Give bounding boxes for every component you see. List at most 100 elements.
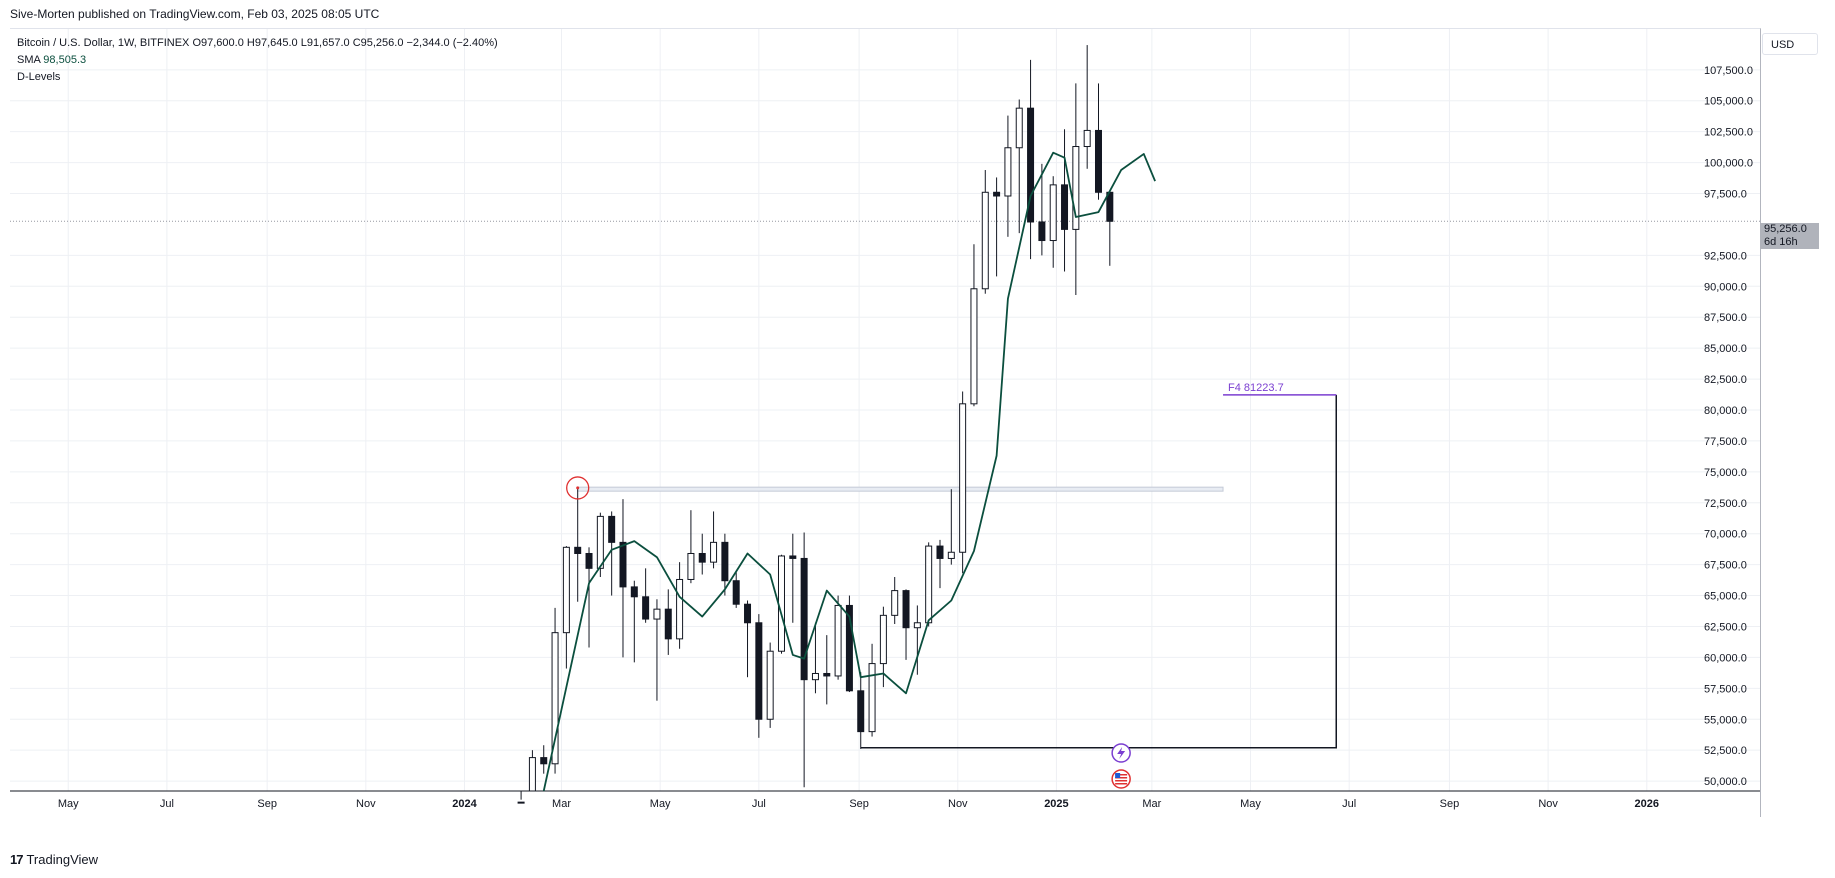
candle-body-down (642, 596, 650, 620)
price-tick-label: 85,000.0 (1704, 343, 1747, 355)
candle (710, 511, 718, 569)
candle-body-up (981, 191, 989, 290)
candle (653, 599, 661, 701)
candle (744, 600, 752, 678)
fib-level-label: F4 81223.7 (1228, 382, 1284, 394)
legend-sma-label: SMA (17, 54, 41, 66)
chart-legend: Bitcoin / U.S. Dollar, 1W, BITFINEX O97,… (17, 35, 498, 86)
candle-body-up (766, 650, 774, 720)
candle-body-up (1004, 147, 1012, 197)
candle (981, 170, 989, 294)
candle (834, 595, 842, 680)
candle (540, 745, 548, 774)
price-tick-label: 107,500.0 (1704, 65, 1753, 77)
candle-body-down (619, 541, 627, 588)
candle-body-up (891, 590, 899, 616)
time-tick-label: May (1240, 798, 1261, 810)
last-price-label: 95,256.0 6d 16h (1760, 223, 1819, 249)
price-tick-label: 100,000.0 (1704, 158, 1753, 170)
candle (698, 533, 706, 575)
time-tick-label: Sep (1440, 798, 1460, 810)
candle (528, 750, 536, 792)
candle (789, 533, 797, 623)
price-tick-label: 77,500.0 (1704, 436, 1747, 448)
legend-sma-row[interactable]: SMA 98,505.3 (17, 52, 498, 69)
price-chart[interactable]: 107,500.0 105,000.0 102,500.0 100,000.0 97,5… (10, 29, 1760, 817)
candle (925, 542, 933, 627)
candle-body-down (540, 757, 548, 765)
candle (551, 607, 559, 774)
price-tick-label: 87,500.0 (1704, 312, 1747, 324)
candle (1027, 59, 1035, 260)
price-tick-label: 82,500.0 (1704, 374, 1747, 386)
candle-body-up (1015, 107, 1023, 149)
candle (970, 244, 978, 407)
price-tick-label: 57,500.0 (1704, 683, 1747, 695)
candle-body-up (959, 403, 967, 553)
candle (1094, 83, 1102, 200)
time-tick-label: Jul (752, 798, 766, 810)
candle (721, 533, 729, 596)
candle-body-down (800, 557, 808, 681)
candle-body-down (936, 545, 944, 559)
candle-body-up (596, 515, 604, 569)
time-tick-label: 2026 (1635, 798, 1659, 810)
candle (857, 672, 865, 749)
time-tick-label: Nov (356, 798, 376, 810)
footer-brand[interactable]: 17 TradingView (10, 852, 98, 867)
candle-body-down (902, 590, 910, 629)
candle (823, 635, 831, 705)
tradingview-logo-icon: 17 (10, 852, 24, 867)
time-tick-label: Jul (160, 798, 174, 810)
time-tick-label: Jul (1342, 798, 1356, 810)
candle (1038, 163, 1046, 256)
time-tick-label: Sep (849, 798, 869, 810)
price-tick-label: 50,000.0 (1704, 776, 1747, 788)
price-tick-label: 67,500.0 (1704, 560, 1747, 572)
candle (1072, 83, 1080, 295)
price-tick-label: 80,000.0 (1704, 405, 1747, 417)
candle-body-down (1038, 221, 1046, 242)
price-tick-label: 65,000.0 (1704, 591, 1747, 603)
price-tick-label: 92,500.0 (1704, 250, 1747, 262)
time-tick-label: Sep (257, 798, 277, 810)
legend-dlevels-row[interactable]: D-Levels (17, 69, 498, 86)
candle (800, 532, 808, 788)
chart-pane[interactable]: 107,500.0 105,000.0 102,500.0 100,000.0 97,5… (10, 28, 1761, 817)
candle (574, 487, 582, 602)
candle (766, 642, 774, 728)
currency-button[interactable]: USD (1762, 33, 1818, 55)
candle-body-up (925, 545, 933, 624)
legend-sma-value: 98,505.3 (43, 54, 87, 66)
price-tick-label: 72,500.0 (1704, 498, 1747, 510)
us-flag-event-icon (1111, 769, 1131, 789)
candle-body-up (676, 578, 684, 640)
candle-body-down (744, 603, 752, 624)
price-tick-label: 60,000.0 (1704, 652, 1747, 664)
candle-body-up (879, 614, 887, 665)
time-tick-label: May (58, 798, 79, 810)
time-tick-label: Mar (1142, 798, 1161, 810)
candle-body-up (517, 801, 525, 804)
time-tick-label: Mar (552, 798, 571, 810)
candle-body-down (845, 604, 853, 692)
candle-body-up (777, 555, 785, 652)
flag-stripe (1115, 774, 1128, 776)
candle-body-up (811, 672, 819, 681)
time-tick-label: 2025 (1044, 798, 1068, 810)
lightning-event-icon (1111, 743, 1131, 763)
candle-body-up (1083, 129, 1091, 148)
candle (1061, 129, 1069, 272)
candle (732, 572, 740, 608)
candle (676, 562, 684, 649)
candle-body-down (789, 555, 797, 559)
flag-stripe (1115, 780, 1128, 782)
grid-lines (10, 29, 1760, 791)
candle-body-up (1049, 184, 1057, 242)
flag-canton (1115, 773, 1121, 778)
legend-symbol[interactable]: Bitcoin / U.S. Dollar, 1W, BITFINEX (17, 37, 190, 49)
candle (868, 643, 876, 737)
candle (811, 622, 819, 694)
candle-body-down (823, 672, 831, 677)
candle-body-down (574, 546, 582, 554)
